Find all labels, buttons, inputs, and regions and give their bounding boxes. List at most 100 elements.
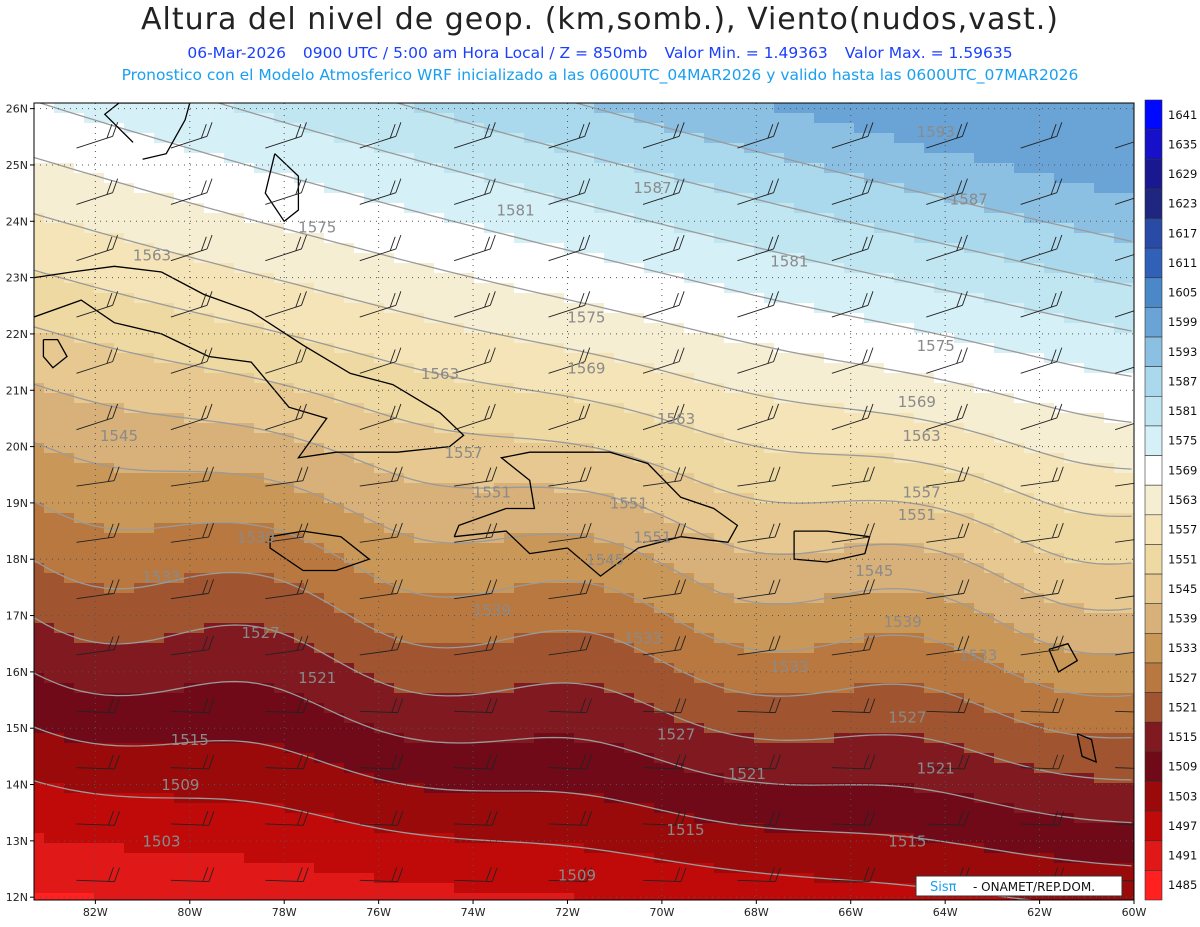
field-cell	[744, 453, 755, 464]
field-cell	[774, 453, 785, 464]
field-cell	[1034, 323, 1045, 334]
field-cell	[1094, 143, 1105, 154]
field-cell	[564, 223, 575, 234]
field-cell	[114, 243, 125, 254]
field-cell	[224, 193, 235, 204]
field-cell	[994, 363, 1005, 374]
field-cell	[164, 323, 175, 334]
field-cell	[754, 403, 765, 414]
field-cell	[224, 443, 235, 454]
field-cell	[924, 433, 935, 444]
field-cell	[1124, 433, 1134, 444]
field-cell	[804, 143, 815, 154]
field-cell	[234, 273, 245, 284]
field-cell	[494, 143, 505, 154]
field-cell	[884, 483, 895, 494]
field-cell	[484, 333, 495, 344]
field-cell	[704, 193, 715, 204]
field-cell	[704, 503, 715, 514]
field-cell	[254, 103, 265, 114]
field-cell	[194, 323, 205, 334]
field-cell	[464, 333, 475, 344]
field-cell	[114, 163, 125, 174]
field-cell	[114, 263, 125, 274]
field-cell	[544, 393, 555, 404]
field-cell	[1064, 213, 1075, 224]
field-cell	[1054, 313, 1065, 324]
field-cell	[634, 363, 645, 374]
field-cell	[1114, 213, 1125, 224]
field-cell	[114, 353, 125, 364]
field-cell	[504, 383, 515, 394]
field-cell	[934, 493, 945, 504]
field-cell	[184, 553, 195, 564]
field-cell	[504, 153, 515, 164]
field-cell	[264, 183, 275, 194]
field-cell	[854, 353, 865, 364]
field-cell	[1024, 513, 1035, 524]
field-cell	[584, 293, 595, 304]
field-cell	[704, 233, 715, 244]
field-cell	[1004, 163, 1015, 174]
field-cell	[884, 473, 895, 484]
field-cell	[804, 163, 815, 174]
field-cell	[744, 463, 755, 474]
field-cell	[414, 413, 425, 424]
field-cell	[984, 183, 995, 194]
field-cell	[74, 123, 85, 134]
field-cell	[164, 213, 175, 224]
field-cell	[1124, 513, 1134, 524]
field-cell	[1034, 483, 1045, 494]
field-cell	[554, 183, 565, 194]
field-cell	[74, 543, 85, 554]
field-cell	[334, 453, 345, 464]
field-cell	[74, 183, 85, 194]
field-cell	[474, 143, 485, 154]
field-cell	[834, 523, 845, 534]
field-cell	[924, 523, 935, 534]
field-cell	[934, 413, 945, 424]
field-cell	[1074, 433, 1085, 444]
field-cell	[1004, 463, 1015, 474]
field-cell	[474, 113, 485, 124]
field-cell	[274, 193, 285, 204]
field-cell	[184, 473, 195, 484]
field-cell	[384, 203, 395, 214]
field-cell	[794, 283, 805, 294]
field-cell	[204, 273, 215, 284]
field-cell	[1024, 483, 1035, 494]
field-cell	[374, 163, 385, 174]
field-cell	[314, 453, 325, 464]
field-cell	[404, 383, 415, 394]
field-cell	[174, 333, 185, 344]
field-cell	[1014, 363, 1025, 374]
field-cell	[584, 173, 595, 184]
field-cell	[684, 233, 695, 244]
field-cell	[1044, 313, 1055, 324]
field-cell	[524, 213, 535, 224]
field-cell	[464, 283, 475, 294]
field-cell	[884, 323, 895, 334]
field-cell	[714, 193, 725, 204]
field-cell	[924, 203, 935, 214]
field-cell	[204, 253, 215, 264]
field-cell	[714, 163, 725, 174]
field-cell	[184, 353, 195, 364]
field-cell	[594, 103, 605, 114]
field-cell	[884, 393, 895, 404]
field-cell	[714, 423, 725, 434]
field-cell	[444, 253, 455, 264]
field-cell	[254, 453, 265, 464]
field-cell	[684, 383, 695, 394]
field-cell	[454, 153, 465, 164]
field-cell	[594, 543, 605, 554]
field-cell	[414, 463, 425, 474]
field-cell	[984, 353, 995, 364]
field-cell	[894, 323, 905, 334]
field-cell	[844, 473, 855, 484]
field-cell	[944, 213, 955, 224]
field-cell	[674, 513, 685, 524]
field-cell	[74, 323, 85, 334]
field-cell	[194, 363, 205, 374]
field-cell	[734, 493, 745, 504]
